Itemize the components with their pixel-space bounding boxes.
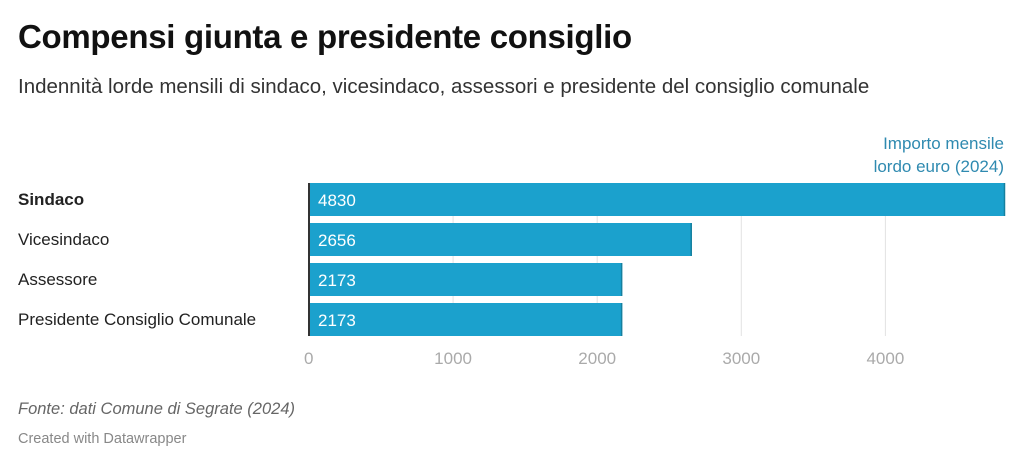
x-tick-label: 1000 [434, 349, 472, 368]
x-tick-label: 3000 [722, 349, 760, 368]
series-label-line-1: Importo mensile [883, 134, 1004, 153]
x-tick-label: 2000 [578, 349, 616, 368]
bar-value-label: 2173 [318, 271, 356, 290]
bar [309, 223, 692, 256]
bar [309, 303, 623, 336]
chart-subtitle: Indennità lorde mensili di sindaco, vice… [18, 75, 870, 98]
category-label: Vicesindaco [18, 230, 110, 249]
bar-value-label: 2656 [318, 231, 356, 250]
category-label: Assessore [18, 270, 98, 289]
category-label: Sindaco [18, 190, 85, 209]
source-note: Fonte: dati Comune di Segrate (2024) [18, 400, 295, 418]
x-tick-label: 0 [304, 349, 313, 368]
bar-value-label: 4830 [318, 191, 356, 210]
credit-link[interactable]: Created with Datawrapper [18, 431, 187, 447]
series-label: Importo mensile lordo euro (2024) [804, 132, 1004, 178]
bar-value-label: 2173 [318, 311, 356, 330]
category-label: Presidente Consiglio Comunale [18, 310, 257, 329]
x-tick-label: 4000 [866, 349, 904, 368]
bar [309, 183, 1005, 216]
bar [309, 263, 623, 296]
chart-title: Compensi giunta e presidente consiglio [18, 18, 632, 55]
series-label-line-2: lordo euro (2024) [873, 157, 1004, 176]
